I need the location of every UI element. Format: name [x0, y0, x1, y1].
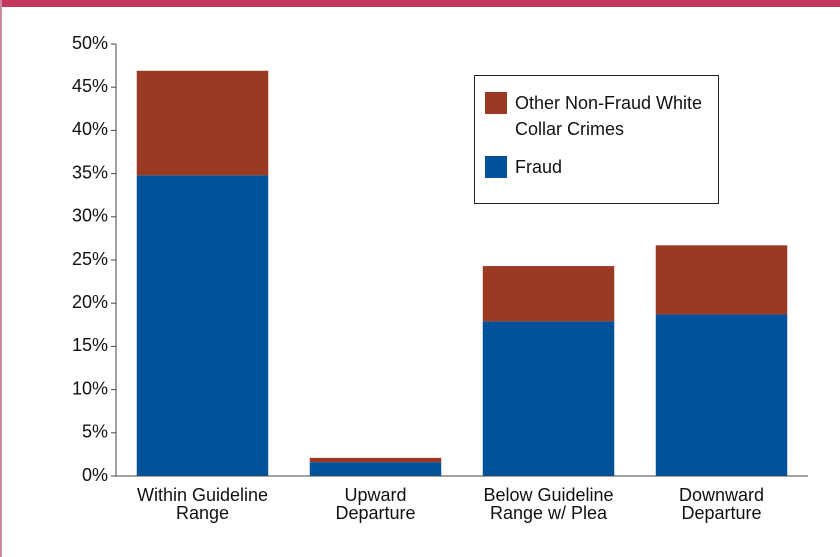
- legend: Other Non-Fraud White Collar Crimes Fraud: [474, 75, 719, 204]
- x-tick-label: Within Guideline: [137, 485, 268, 505]
- y-tick-label: 45%: [72, 76, 108, 96]
- legend-label: Other Non-Fraud White Collar Crimes: [515, 93, 703, 139]
- y-tick-label: 30%: [72, 206, 108, 226]
- y-tick-label: 15%: [72, 335, 108, 355]
- x-tick-label: Range w/ Plea: [490, 503, 608, 523]
- bar-segment: [482, 321, 615, 476]
- side-bar: [0, 0, 2, 557]
- x-tick-label: Departure: [335, 503, 415, 523]
- header-bar: [0, 0, 840, 7]
- legend-swatch: [485, 92, 507, 114]
- bar-segment: [655, 245, 788, 315]
- x-tick-label: Below Guideline: [483, 485, 613, 505]
- bar-segment: [309, 462, 442, 476]
- bar-segment: [309, 457, 442, 463]
- y-tick-label: 10%: [72, 378, 108, 398]
- y-tick-label: 20%: [72, 292, 108, 312]
- y-tick-label: 25%: [72, 249, 108, 269]
- y-tick-label: 5%: [82, 422, 108, 442]
- legend-swatch: [485, 156, 507, 178]
- legend-label: Fraud: [515, 157, 563, 177]
- legend-item: Fraud: [485, 154, 708, 180]
- y-tick-label: 50%: [72, 33, 108, 53]
- x-tick-label: Downward: [679, 485, 764, 505]
- y-tick-label: 35%: [72, 162, 108, 182]
- bar-segment: [136, 70, 269, 176]
- bar-segment: [482, 266, 615, 322]
- x-tick-label: Range: [176, 503, 229, 523]
- y-tick-label: 40%: [72, 119, 108, 139]
- bar-segment: [136, 175, 269, 476]
- x-tick-label: Departure: [681, 503, 761, 523]
- bar-segment: [655, 314, 788, 476]
- y-tick-label: 0%: [82, 465, 108, 485]
- legend-item: Other Non-Fraud White Collar Crimes: [485, 90, 708, 142]
- x-tick-label: Upward: [344, 485, 406, 505]
